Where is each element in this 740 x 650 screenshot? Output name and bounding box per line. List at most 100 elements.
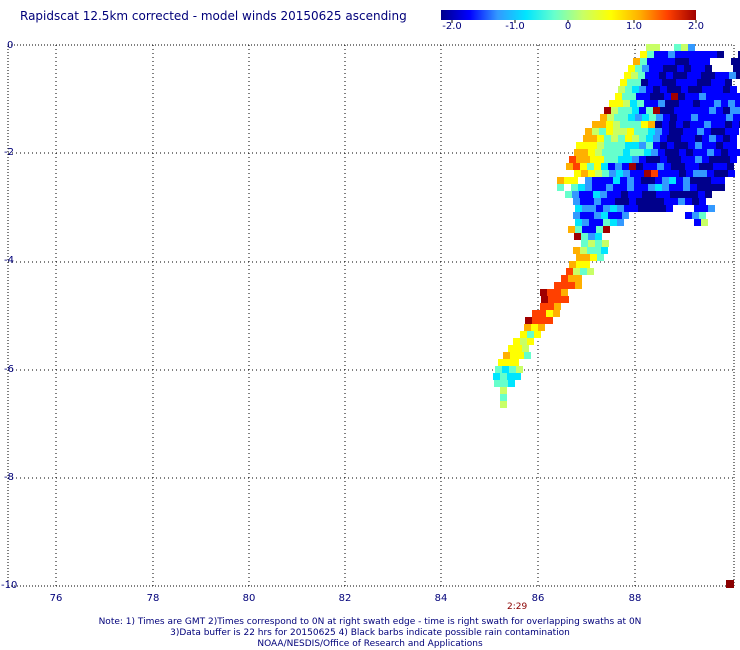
wind-cell [581, 170, 588, 177]
wind-cell [588, 149, 595, 156]
wind-cell [647, 51, 654, 58]
wind-cell [708, 72, 715, 79]
wind-cell [686, 170, 693, 177]
wind-cell [677, 65, 684, 72]
wind-cell [606, 121, 613, 128]
wind-cell [607, 114, 614, 121]
wind-cell [711, 184, 718, 191]
wind-cell [620, 128, 627, 135]
wind-cell [683, 177, 690, 184]
wind-cell [668, 51, 675, 58]
wind-cell [648, 121, 655, 128]
wind-cell [695, 135, 702, 142]
wind-cell [685, 212, 692, 219]
wind-cell [648, 177, 655, 184]
wind-cell [682, 58, 689, 65]
wind-cell [690, 79, 697, 86]
x-tick-label: 86 [531, 593, 545, 604]
wind-cell [716, 142, 723, 149]
wind-cell [697, 79, 704, 86]
wind-cell [687, 72, 694, 79]
wind-cell [681, 107, 688, 114]
wind-cell [516, 366, 523, 373]
wind-cell [659, 72, 666, 79]
wind-cell [606, 184, 613, 191]
wind-cell [595, 233, 602, 240]
x-tick-label: 84 [434, 593, 448, 604]
wind-cell [726, 114, 733, 121]
wind-cell [711, 79, 718, 86]
wind-cell [651, 100, 658, 107]
wind-cell [703, 58, 710, 65]
wind-cell [624, 72, 631, 79]
wind-cell [625, 107, 632, 114]
wind-cell [644, 100, 651, 107]
wind-cell [674, 44, 681, 51]
wind-cell [575, 219, 582, 226]
wind-cell [635, 114, 642, 121]
wind-cell [667, 156, 674, 163]
wind-cell [706, 163, 713, 170]
wind-cell [508, 380, 515, 387]
wind-cell [705, 114, 712, 121]
wind-cell [574, 233, 581, 240]
wind-cell [590, 254, 597, 261]
wind-cell [546, 310, 553, 317]
wind-cell [608, 198, 615, 205]
wind-cell [568, 275, 575, 282]
colorbar-tick: 0 [564, 21, 572, 32]
wind-cell [642, 191, 649, 198]
wind-cell [733, 65, 740, 72]
wind-cell [520, 338, 527, 345]
wind-cell [641, 121, 648, 128]
wind-cell [688, 135, 695, 142]
wind-cell [714, 149, 721, 156]
wind-cell [658, 100, 665, 107]
wind-cell [725, 121, 732, 128]
wind-cell [634, 79, 641, 86]
x-tick-label: 88 [628, 593, 642, 604]
wind-cell [653, 107, 660, 114]
wind-cell [615, 163, 622, 170]
wind-cell [704, 121, 711, 128]
wind-cell [603, 205, 610, 212]
wind-cell [681, 142, 688, 149]
wind-cell [652, 205, 659, 212]
wind-cell [644, 149, 651, 156]
wind-cell [502, 366, 509, 373]
colorbar-tick: -2.0 [442, 21, 462, 32]
wind-cell [625, 135, 632, 142]
wind-cell [664, 163, 671, 170]
wind-cell [531, 324, 538, 331]
wind-cell [587, 198, 594, 205]
wind-cell [517, 352, 524, 359]
wind-cell [587, 212, 594, 219]
wind-cell [729, 72, 736, 79]
wind-cell [693, 170, 700, 177]
wind-cell [642, 114, 649, 121]
wind-cell [709, 142, 716, 149]
wind-cell [648, 184, 655, 191]
wind-cell [575, 282, 582, 289]
wind-cell [710, 51, 717, 58]
wind-cell [566, 268, 573, 275]
wind-cell [597, 156, 604, 163]
wind-cell [668, 58, 675, 65]
wind-cell [676, 177, 683, 184]
wind-cell [690, 177, 697, 184]
wind-cell [587, 247, 594, 254]
wind-cell [672, 100, 679, 107]
y-tick-label: -10 [1, 580, 18, 591]
wind-cell [588, 233, 595, 240]
wind-cell [735, 100, 740, 107]
wind-cell [587, 163, 594, 170]
wind-cell [618, 142, 625, 149]
wind-cell [733, 114, 740, 121]
wind-cell [603, 226, 610, 233]
wind-cell [679, 170, 686, 177]
wind-cell [667, 142, 674, 149]
wind-cell [641, 128, 648, 135]
wind-cell [736, 72, 740, 79]
y-tick-label: -8 [4, 472, 14, 483]
wind-cell [713, 93, 720, 100]
